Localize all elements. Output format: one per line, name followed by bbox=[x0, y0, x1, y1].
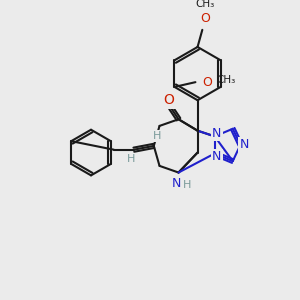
Text: O: O bbox=[202, 76, 212, 89]
Text: H: H bbox=[152, 131, 161, 141]
Text: O: O bbox=[200, 12, 210, 25]
Text: O: O bbox=[164, 93, 175, 107]
Text: H: H bbox=[127, 154, 135, 164]
Text: N: N bbox=[239, 138, 249, 152]
Text: N: N bbox=[172, 177, 181, 190]
Text: CH₃: CH₃ bbox=[196, 0, 215, 9]
Text: N: N bbox=[212, 127, 221, 140]
Text: CH₃: CH₃ bbox=[216, 75, 236, 85]
Text: N: N bbox=[212, 150, 221, 163]
Text: H: H bbox=[183, 180, 192, 190]
